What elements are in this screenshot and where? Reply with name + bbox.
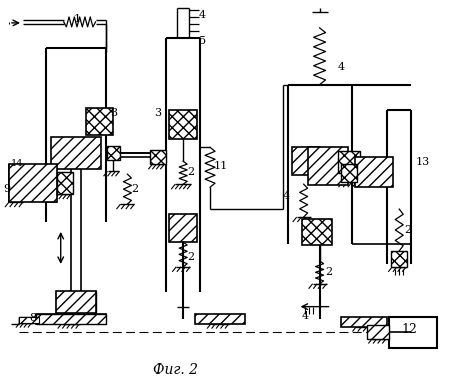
Text: 3: 3 [154,107,162,117]
Bar [308,147,348,185]
Text: 2: 2 [187,252,194,262]
Bar [19,317,39,323]
Bar [56,291,95,313]
Bar [342,317,387,327]
Bar [342,164,357,182]
Text: 5: 5 [199,36,206,46]
Text: 4: 4 [338,62,345,72]
Bar [9,164,57,202]
Text: 8: 8 [29,313,36,323]
Bar [195,314,245,323]
Text: 2: 2 [404,225,411,235]
Text: Фиг. 2: Фиг. 2 [153,363,198,378]
Text: 3: 3 [111,107,117,117]
Bar [356,157,393,187]
Bar [57,172,72,194]
Bar [36,314,106,323]
Bar [292,147,320,175]
Text: 4: 4 [283,191,290,201]
Bar [150,150,166,164]
Text: 14: 14 [11,159,23,168]
Text: 2: 2 [187,167,194,177]
Bar [107,146,121,160]
Bar [302,219,332,245]
Bar [169,109,197,139]
Bar [86,107,113,135]
Text: 12: 12 [401,323,417,336]
Bar [338,151,360,173]
Text: 9: 9 [3,184,10,194]
Bar [19,317,39,323]
Text: 2: 2 [325,267,333,277]
Bar [169,214,197,242]
Text: 13: 13 [415,157,429,167]
Bar [51,138,100,169]
Bar [367,325,389,338]
Bar [36,314,106,323]
Text: 4: 4 [302,311,309,321]
Text: 2: 2 [131,184,139,194]
Bar [389,317,437,349]
Text: 1: 1 [74,14,81,24]
Text: 11: 11 [214,161,228,171]
Text: 4: 4 [199,10,206,20]
Bar [391,251,407,267]
